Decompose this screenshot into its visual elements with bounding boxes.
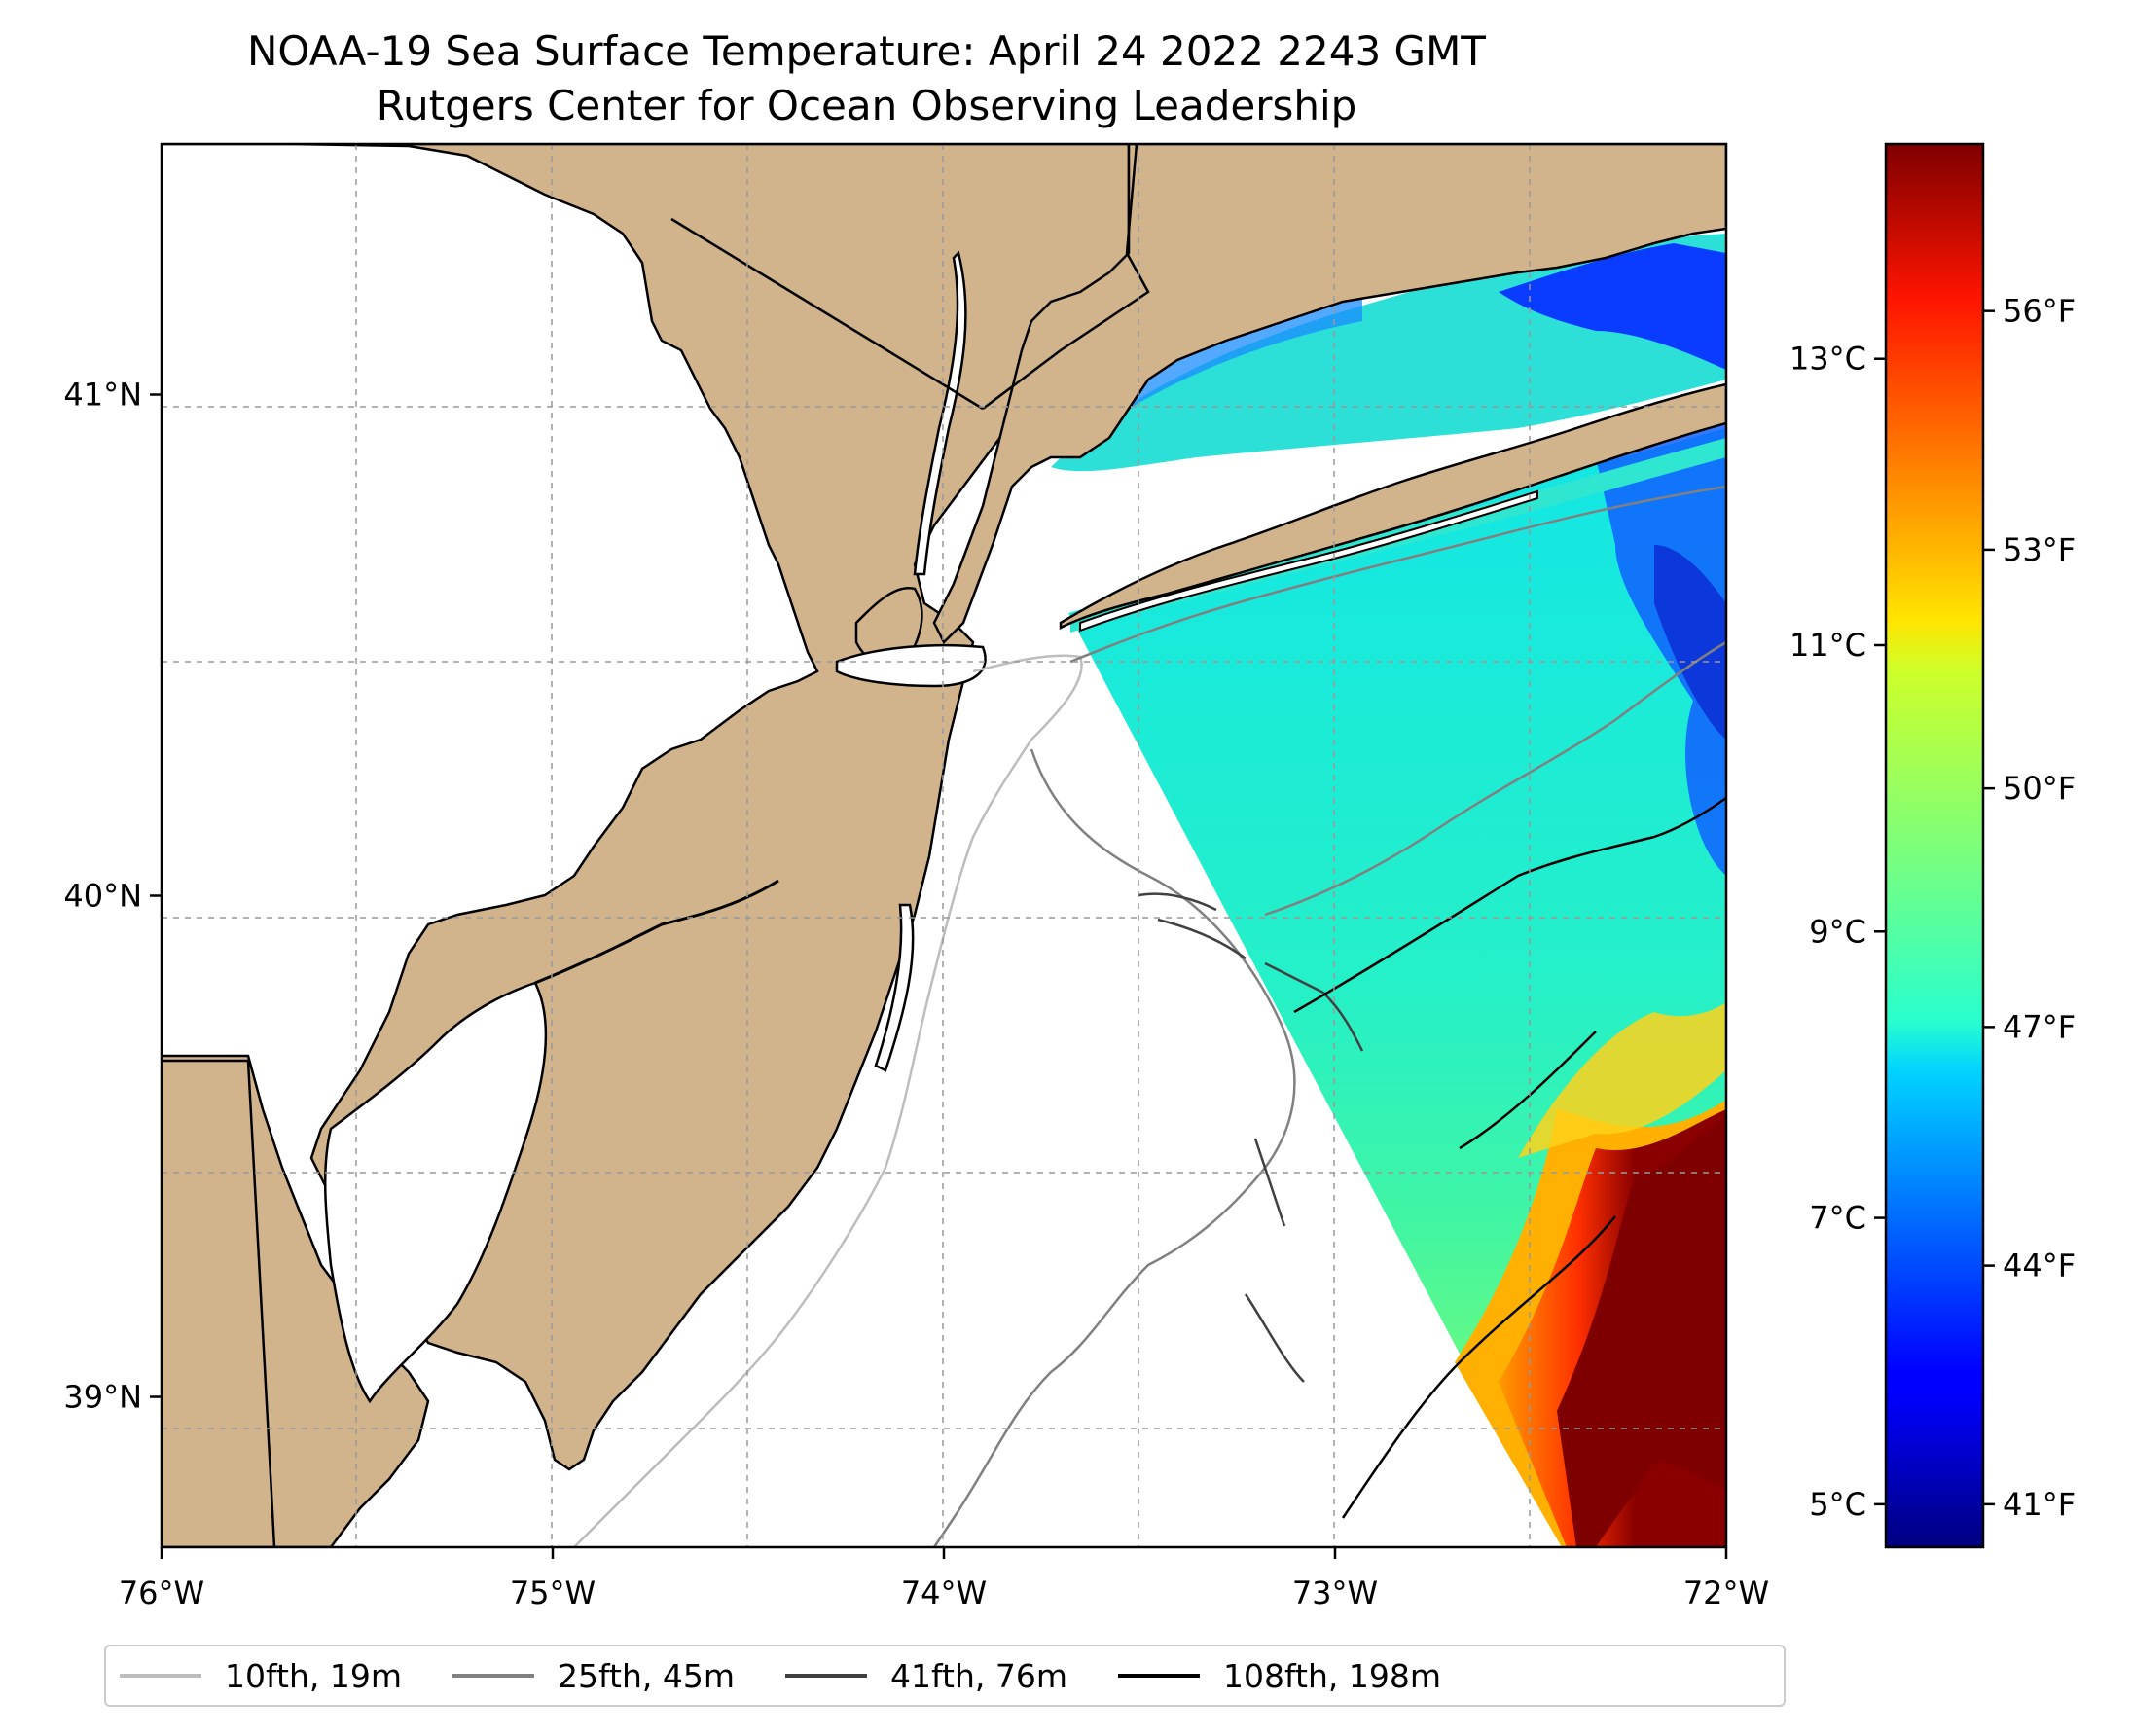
legend-label-10fth: 10fth, 19m xyxy=(225,1656,402,1695)
x-tick-label: 72°W xyxy=(1683,1574,1769,1611)
sst-cold-patch xyxy=(1596,409,1726,876)
map-axis-ticks: 76°W 75°W 74°W 73°W 72°W 41°N 40°N 39°N xyxy=(63,377,1769,1612)
legend-item-10fth: 10fth, 19m xyxy=(120,1657,402,1695)
legend-line-108fth xyxy=(1118,1674,1200,1678)
raritan-bay xyxy=(835,643,987,688)
contour-25fth-shelf xyxy=(1264,640,1726,917)
legend-item-25fth: 25fth, 45m xyxy=(452,1657,735,1695)
sst-yellow-band xyxy=(1518,1002,1726,1158)
map-layers xyxy=(162,144,1726,1547)
chart-title-line2: Rutgers Center for Ocean Observing Leade… xyxy=(376,82,1357,129)
celsius-tick-label: 11°C xyxy=(1789,627,1866,664)
legend-line-41fth xyxy=(785,1674,867,1678)
x-tick-label: 76°W xyxy=(119,1574,204,1611)
legend-label-41fth: 41fth, 76m xyxy=(890,1656,1067,1695)
chart-title-line1: NOAA-19 Sea Surface Temperature: April 2… xyxy=(247,27,1486,75)
celsius-tick-label: 9°C xyxy=(1809,913,1866,950)
fahrenheit-tick-label: 47°F xyxy=(2003,1008,2076,1045)
delaware-river xyxy=(534,879,779,985)
land-new-york xyxy=(932,144,1726,645)
contour-10fth xyxy=(573,654,1083,1547)
y-tick-label: 40°N xyxy=(63,878,142,915)
colorbar xyxy=(1884,142,1985,1549)
state-border-ny-nj xyxy=(670,217,984,411)
contour-legend: 10fth, 19m 25fth, 45m 41fth, 76m 108fth,… xyxy=(104,1645,1786,1707)
legend-item-108fth: 108fth, 198m xyxy=(1118,1657,1441,1695)
contour-108fth xyxy=(1293,796,1726,1519)
legend-item-41fth: 41fth, 76m xyxy=(785,1657,1067,1695)
delaware-bay xyxy=(323,981,548,1404)
celsius-tick-label: 5°C xyxy=(1809,1486,1866,1523)
celsius-tick-label: 13°C xyxy=(1789,341,1866,378)
x-tick-label: 74°W xyxy=(901,1574,987,1611)
x-tick-label: 73°W xyxy=(1292,1574,1378,1611)
barnegat-bay xyxy=(874,903,915,1072)
x-tick-label: 75°W xyxy=(510,1574,596,1611)
fahrenheit-tick-label: 56°F xyxy=(2003,293,2076,330)
colorbar-ticks: 5°C 7°C 9°C 11°C 13°C 41°F 44°F 47°F 50°F 53°F 56°… xyxy=(1789,293,2076,1523)
land-long-island xyxy=(1059,382,1726,631)
legend-line-25fth xyxy=(452,1674,534,1678)
legend-label-25fth: 25fth, 45m xyxy=(558,1656,735,1695)
fahrenheit-tick-label: 41°F xyxy=(2003,1486,2076,1523)
legend-line-10fth xyxy=(120,1674,201,1678)
sst-cold-core xyxy=(1654,545,1726,740)
legend-label-108fth: 108fth, 198m xyxy=(1223,1656,1441,1695)
fahrenheit-tick-label: 44°F xyxy=(2003,1248,2076,1284)
sst-sound-east-blue xyxy=(1499,243,1726,370)
y-tick-label: 39°N xyxy=(63,1379,142,1416)
great-south-bay xyxy=(1079,489,1538,633)
state-border-ny-ct xyxy=(982,144,1150,410)
sst-sound-blue xyxy=(1090,292,1362,428)
fahrenheit-tick-label: 53°F xyxy=(2003,531,2076,568)
sst-hot-core xyxy=(1557,1117,1726,1547)
hudson-river xyxy=(913,250,967,576)
state-border-de-md xyxy=(162,1059,276,1547)
map-gridlines xyxy=(162,144,1726,1547)
contour-41fth xyxy=(1138,892,1364,1383)
fahrenheit-tick-label: 50°F xyxy=(2003,770,2076,807)
celsius-tick-label: 7°C xyxy=(1809,1200,1866,1237)
y-tick-label: 41°N xyxy=(63,377,142,414)
